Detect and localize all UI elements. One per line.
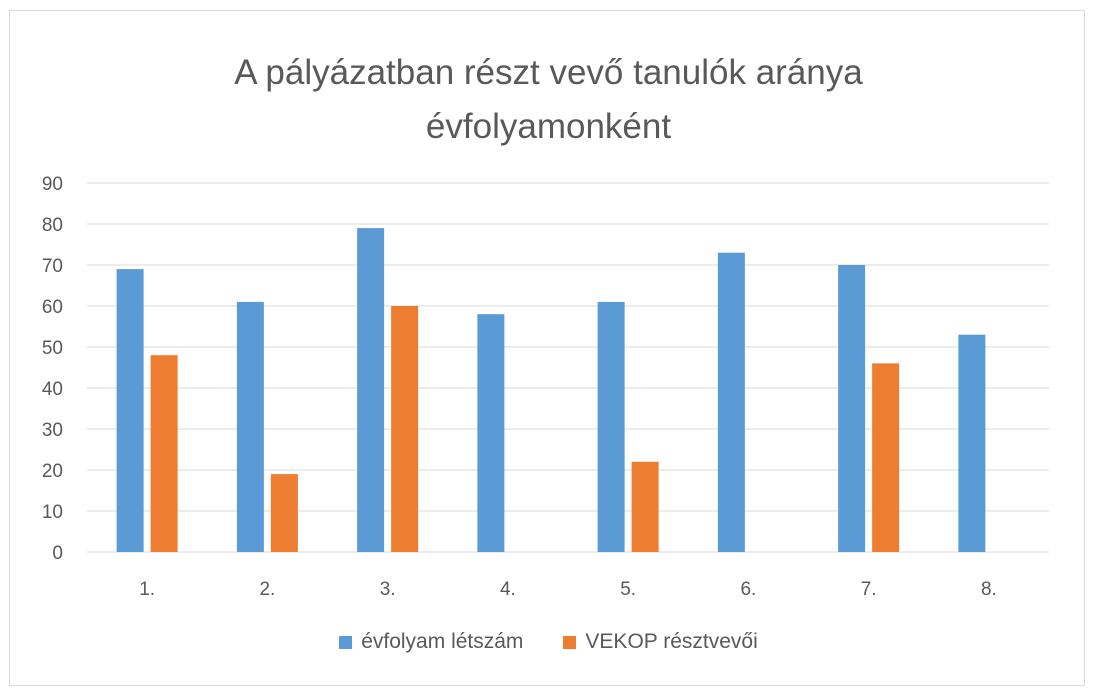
y-tick-label: 80: [42, 215, 63, 236]
bar-series-2: [872, 363, 900, 552]
x-category-label: 8.: [981, 579, 997, 600]
chart-frame: [9, 10, 1085, 686]
legend: évfolyam létszám VEKOP résztvevői: [0, 630, 1097, 654]
y-axis-tick-labels: 0 10 20 30 40 50 60 70 80 90: [42, 174, 63, 564]
y-tick-label: 50: [42, 338, 63, 359]
x-category-label: 6.: [740, 579, 756, 600]
bars: [116, 228, 986, 552]
legend-item-series-2: VEKOP résztvevői: [563, 630, 758, 654]
bar-series-1: [838, 265, 866, 552]
y-tick-label: 60: [42, 297, 63, 318]
y-tick-label: 70: [42, 256, 63, 277]
bar-series-2: [270, 474, 298, 552]
x-category-label: 7.: [861, 579, 877, 600]
x-category-label: 4.: [500, 579, 516, 600]
y-tick-label: 20: [42, 461, 63, 482]
bar-series-2: [150, 355, 178, 552]
y-tick-label: 0: [52, 543, 63, 564]
x-category-label: 1.: [139, 579, 155, 600]
bar-series-1: [477, 314, 505, 552]
legend-label-series-2: VEKOP résztvevői: [585, 630, 758, 653]
gridlines: [87, 182, 1049, 553]
bar-series-1: [717, 252, 745, 552]
y-tick-label: 10: [42, 502, 63, 523]
bar-series-2: [391, 306, 419, 552]
chart-title-line-2: évfolyamonként: [425, 107, 672, 146]
bar-series-1: [357, 228, 385, 552]
bar-series-1: [116, 269, 144, 552]
y-tick-label: 90: [42, 174, 63, 195]
bar-series-1: [597, 301, 625, 552]
legend-label-series-1: évfolyam létszám: [361, 630, 524, 653]
legend-swatch-series-1: [339, 635, 353, 649]
bar-series-2: [631, 461, 659, 552]
legend-swatch-series-2: [563, 635, 577, 649]
x-axis-category-labels: 1. 2. 3. 4. 5. 6. 7. 8.: [139, 579, 997, 600]
x-category-label: 5.: [620, 579, 636, 600]
y-tick-label: 40: [42, 379, 63, 400]
bar-series-1: [958, 334, 986, 552]
y-tick-label: 30: [42, 420, 63, 441]
bar-series-1: [236, 301, 264, 552]
chart-title-line-1: A pályázatban részt vevő tanulók aránya: [234, 53, 863, 92]
legend-item-series-1: évfolyam létszám: [339, 630, 523, 654]
chart-title: A pályázatban részt vevő tanulók aránya …: [0, 46, 1097, 154]
x-category-label: 3.: [380, 579, 396, 600]
x-category-label: 2.: [259, 579, 275, 600]
